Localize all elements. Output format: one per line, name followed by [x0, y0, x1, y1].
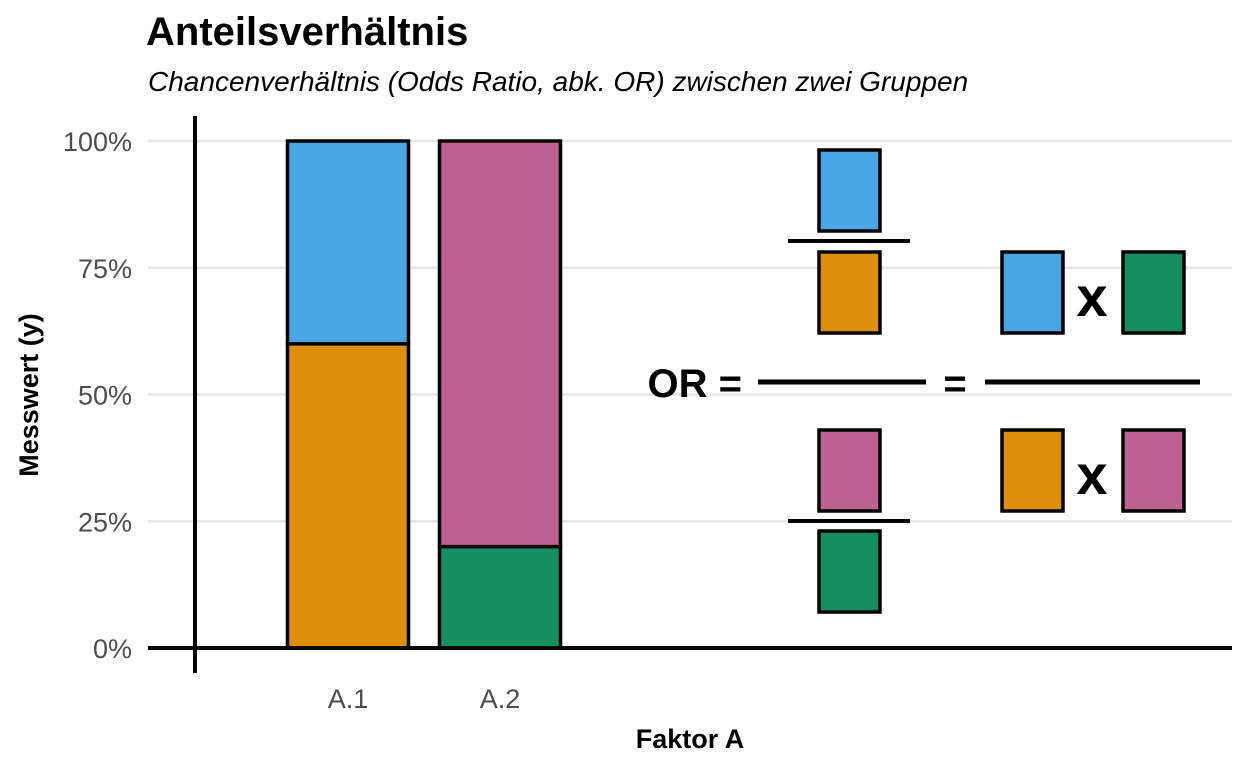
pink-box — [1121, 428, 1186, 513]
green-box — [1121, 250, 1186, 335]
bar-segment — [285, 342, 411, 650]
blue-box — [1000, 250, 1065, 335]
bar-segment — [437, 544, 563, 650]
x-tick-labels: A.1 A.2 — [328, 684, 521, 714]
y-tick-label: 100% — [63, 127, 132, 157]
pink-box — [817, 428, 882, 513]
x-tick-label: A.2 — [480, 684, 521, 714]
equals-sign: = — [943, 362, 966, 406]
y-tick-labels: 0% 25% 50% 75% 100% — [63, 127, 132, 664]
times-sign: x — [1076, 443, 1107, 506]
x-axis-title: Faktor A — [636, 724, 745, 754]
y-tick-label: 25% — [78, 507, 132, 537]
orange-box — [1000, 428, 1065, 513]
chart-title: Anteilsverhältnis — [146, 10, 469, 54]
or-label: OR = — [648, 362, 742, 406]
orange-box — [817, 250, 882, 335]
axes — [148, 116, 1232, 673]
y-tick-label: 75% — [78, 254, 132, 284]
blue-box — [817, 148, 882, 233]
x-tick-label: A.1 — [328, 684, 369, 714]
chart-subtitle: Chancenverhältnis (Odds Ratio, abk. OR) … — [148, 66, 969, 97]
green-box — [817, 529, 882, 614]
odds-ratio-formula: OR = = x x — [648, 148, 1200, 614]
y-tick-label: 0% — [93, 634, 132, 664]
bars — [285, 139, 563, 650]
y-axis-title: Messwert (y) — [14, 313, 44, 477]
bar-segment — [437, 139, 563, 549]
bar-segment — [285, 139, 411, 346]
y-tick-label: 50% — [78, 381, 132, 411]
times-sign: x — [1076, 265, 1107, 328]
